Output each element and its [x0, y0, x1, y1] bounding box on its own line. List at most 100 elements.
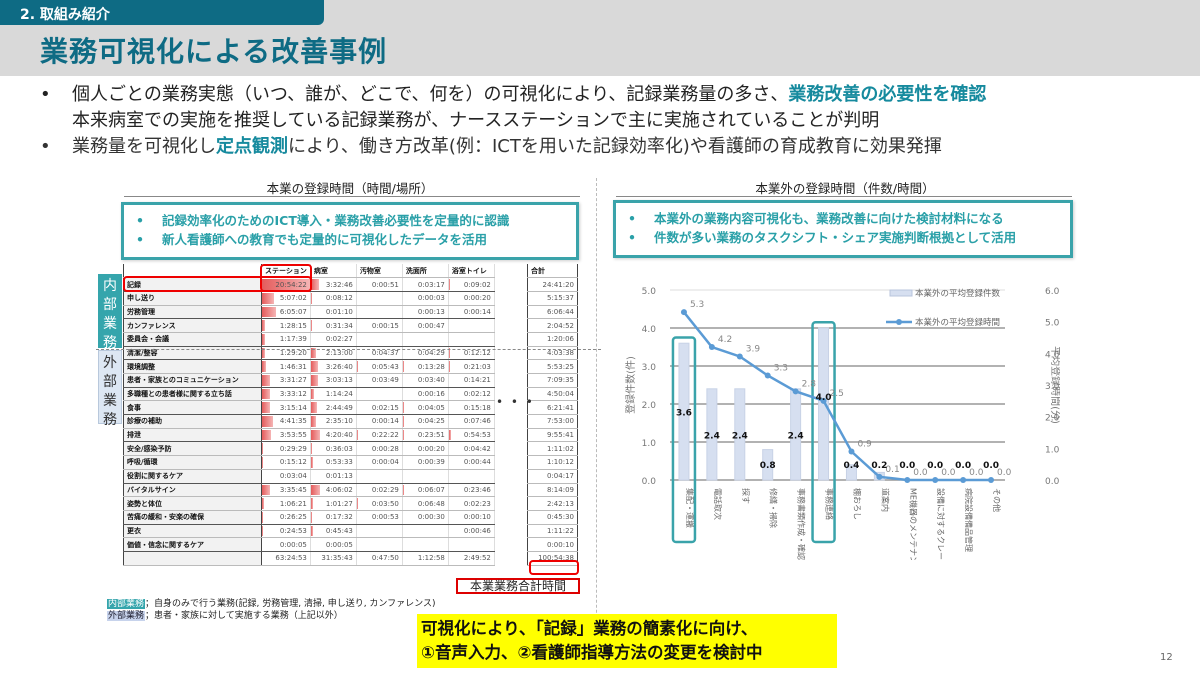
time-value: 0:00:15 — [371, 321, 399, 330]
bar — [762, 449, 774, 481]
data-bar — [262, 525, 263, 537]
time-value: 0:26:25 — [279, 513, 307, 522]
time-value: 63:24:53 — [275, 554, 307, 563]
time-cell: 0:23:46 — [448, 483, 495, 498]
time-value: 0:00:03 — [417, 294, 445, 303]
data-bar — [310, 498, 314, 509]
row-label — [123, 551, 262, 566]
total-value: 24:41:20 — [527, 277, 578, 292]
time-value: 0:23:46 — [463, 485, 491, 494]
time-value: 0:53:33 — [325, 458, 353, 467]
time-value: 0:04:37 — [371, 348, 399, 357]
section-tab: 2. 取組み紹介 — [0, 0, 324, 25]
time-value: 1:12:58 — [417, 554, 445, 563]
time-cell: 2:49:52 — [448, 551, 495, 566]
time-cell: 0:00:05 — [261, 537, 311, 552]
total-value: 2:04:52 — [527, 318, 578, 333]
line-value-label: 4.2 — [718, 335, 732, 345]
time-value: 0:36:03 — [325, 444, 353, 453]
time-cell: 0:00:39 — [402, 455, 449, 470]
bullet-1-continuation: 本来病室での実施を推奨している記録業務が、ナースステーションで主に実施されている… — [72, 110, 880, 131]
time-value: 0:00:10 — [463, 513, 491, 522]
time-cell: 0:04:42 — [448, 441, 495, 457]
row-label: 労務管理 — [123, 305, 262, 320]
column-header: ステーション — [261, 264, 311, 279]
time-value: 0:00:46 — [463, 526, 491, 535]
line-point — [792, 388, 799, 395]
y-tick-right: 1.0 — [1045, 445, 1060, 455]
time-value: 0:12:12 — [463, 348, 491, 357]
time-cell: 6:05:07 — [261, 305, 311, 320]
x-category-label: 設備に対するクレーム対応(部屋代含む) — [936, 488, 946, 560]
time-value: 0:07:46 — [463, 417, 491, 426]
time-cell: 0:54:53 — [448, 428, 495, 443]
time-value: 0:06:48 — [417, 499, 445, 508]
bar-value-label: 0.8 — [760, 461, 776, 471]
line-value-label: 2.5 — [830, 389, 844, 399]
time-value: 0:47:50 — [371, 554, 399, 563]
time-cell: 0:03:17 — [402, 277, 449, 292]
total-header-row: 合計 — [527, 264, 578, 279]
table-row: 更衣 0:24:53 0:45:43 0:00:46 — [123, 524, 495, 539]
data-bar — [448, 347, 451, 359]
time-cell: 1:46:31 — [261, 359, 311, 374]
time-value: 0:02:29 — [371, 485, 399, 494]
table-row: 食事 3:15:14 2:44:49 0:02:15 0:04:05 0:15:18 — [123, 400, 495, 416]
line-point — [820, 397, 827, 404]
total-value: 1:11:22 — [527, 524, 578, 539]
row-label: 委員会・会議 — [123, 332, 262, 347]
time-cell: 0:22:22 — [356, 428, 403, 443]
data-bar — [448, 429, 452, 441]
table-row: 診療の補助 4:41:35 2:35:10 0:00:14 0:04:25 0:07:46 — [123, 414, 495, 429]
row-label: 役割に関するケア — [123, 469, 262, 484]
time-value: 0:00:16 — [417, 390, 445, 399]
time-value: 1:01:27 — [325, 499, 353, 508]
time-cell: 0:00:14 — [448, 305, 495, 320]
category-highlight-box — [811, 321, 836, 544]
time-value: 0:03:04 — [279, 472, 307, 481]
total-row: 100:54:38 — [527, 551, 578, 566]
time-cell: 4:20:40 — [310, 428, 357, 443]
time-cell: 0:00:05 — [310, 537, 357, 552]
y-tick-left: 4.0 — [642, 325, 657, 335]
data-bar — [448, 279, 451, 290]
time-cell: 63:24:53 — [261, 551, 311, 566]
data-bar — [310, 388, 314, 400]
time-value: 0:00:47 — [417, 321, 445, 330]
time-value: 0:00:20 — [463, 294, 491, 303]
bar — [734, 388, 746, 481]
total-row: 5:15:37 — [527, 291, 578, 306]
total-row: 0:45:30 — [527, 510, 578, 525]
bullet-1: • 個人ごとの業務実態（いつ、誰が、どこで、何を）の可視化により、記録業務量の多… — [40, 82, 1190, 108]
time-value: 4:41:35 — [279, 417, 307, 426]
row-label: バイタルサイン — [123, 483, 262, 498]
time-cell: 0:00:28 — [356, 441, 403, 457]
data-bar — [262, 429, 272, 441]
time-cell: 0:00:30 — [402, 510, 449, 525]
x-category-label: 道案内 — [880, 488, 890, 512]
table-row: 姿勢と体位 1:06:21 1:01:27 0:03:50 0:06:48 0:02:23 — [123, 496, 495, 511]
data-bar — [262, 402, 270, 414]
time-cell: 0:02:27 — [310, 332, 357, 347]
time-value: 1:14:24 — [325, 390, 353, 399]
line-value-label: 3.3 — [774, 364, 788, 374]
y-tick-right: 4.0 — [1045, 350, 1060, 360]
line-value-label: 0.0 — [941, 468, 956, 478]
time-value: 0:04:05 — [417, 403, 445, 412]
work-type-legend: 内部業務；自身のみで行う業務(記録, 労務管理, 清掃, 申し送り, カンファレ… — [107, 599, 436, 621]
line-point — [904, 477, 911, 483]
column-header: 浴室トイレ — [448, 264, 495, 279]
table-row: 安全/感染予防 0:29:29 0:36:03 0:00:28 0:00:20 0:04:… — [123, 441, 495, 457]
data-bar — [262, 347, 266, 359]
data-bar — [262, 320, 266, 331]
time-cell: 0:00:14 — [356, 414, 403, 429]
time-value: 0:00:20 — [417, 444, 445, 453]
column-header: 洗面所 — [402, 264, 449, 279]
data-bar — [262, 306, 276, 318]
column-header: 病室 — [310, 264, 357, 279]
total-row: 4:50:04 — [527, 387, 578, 402]
row-label: 姿勢と体位 — [123, 496, 262, 511]
conclusion-box: 可視化により、「記録」業務の簡素化に向け、 ①音声入力、②看護師指導方法の変更を… — [417, 614, 837, 668]
line-point — [764, 372, 771, 379]
inner-outer-divider — [96, 349, 601, 350]
